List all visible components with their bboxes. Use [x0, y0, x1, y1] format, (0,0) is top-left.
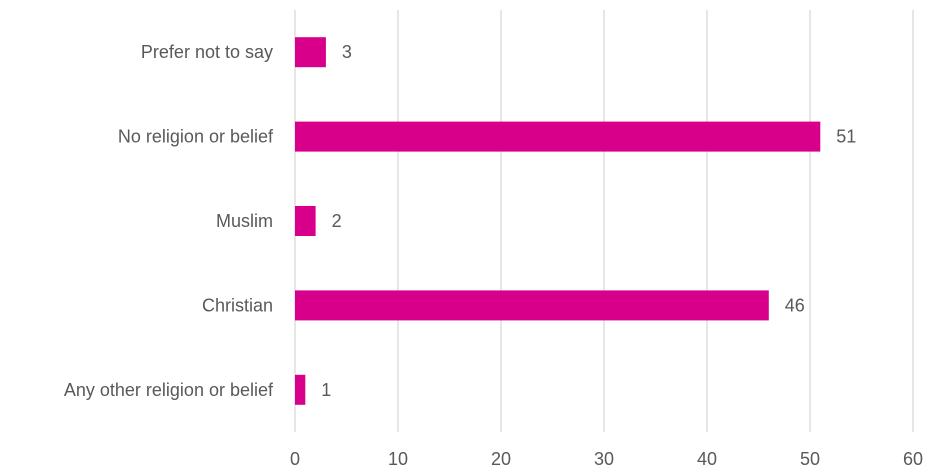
data-label: 1 [321, 380, 331, 400]
x-axis-ticks: 0 10 20 30 40 50 60 [290, 449, 923, 469]
category-label: Muslim [216, 211, 273, 231]
bars [295, 37, 821, 405]
bar [295, 206, 316, 236]
data-labels: 3 51 2 46 1 [321, 42, 856, 400]
x-tick-label: 0 [290, 449, 300, 469]
gridlines [294, 10, 914, 432]
category-label: Any other religion or belief [64, 380, 274, 400]
x-tick-label: 50 [800, 449, 820, 469]
bar [295, 290, 769, 321]
category-label: No religion or belief [118, 127, 274, 147]
x-tick-label: 30 [594, 449, 614, 469]
bar [295, 374, 306, 405]
data-label: 3 [342, 42, 352, 62]
data-label: 46 [785, 295, 805, 315]
x-tick-label: 20 [491, 449, 511, 469]
x-tick-label: 40 [697, 449, 717, 469]
category-label: Christian [202, 295, 273, 315]
x-tick-label: 60 [903, 449, 923, 469]
bar [295, 37, 326, 68]
category-label: Prefer not to say [141, 42, 273, 62]
category-labels: Prefer not to say No religion or belief Mu… [64, 42, 274, 400]
bar [295, 121, 821, 152]
x-tick-label: 10 [388, 449, 408, 469]
data-label: 2 [332, 211, 342, 231]
data-label: 51 [836, 127, 856, 147]
